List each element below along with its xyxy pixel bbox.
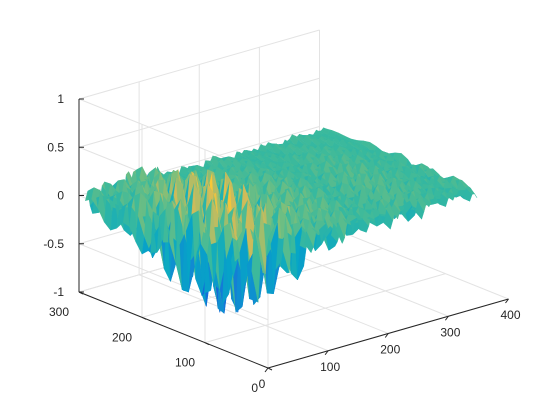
y-axis-line (78, 291, 269, 369)
surface-mesh (85, 127, 478, 314)
z-tick-label: -1 (53, 285, 64, 299)
y-tick-label: 200 (112, 330, 132, 344)
x-tick-mark (264, 367, 269, 373)
y-tick-mark (204, 342, 210, 346)
z-tick-label: 1 (57, 92, 64, 106)
x-tick-mark (505, 298, 509, 304)
x-tick-mark (444, 315, 449, 321)
x-tick-label: 400 (501, 308, 521, 322)
z-tick-label: -0.5 (43, 237, 64, 251)
grid-back-z (78, 77, 320, 148)
x-tick-label: 0 (259, 377, 266, 391)
x-tick-label: 300 (440, 325, 460, 339)
surface-patch (468, 186, 478, 198)
x-tick-mark (324, 350, 329, 356)
y-tick-label: 0 (251, 381, 258, 395)
grid-floor-x (319, 222, 509, 300)
z-tick-label: 0.5 (47, 140, 64, 154)
x-tick-label: 200 (380, 343, 400, 357)
y-tick-label: 300 (49, 305, 69, 319)
tick-labels: 0 100 200 300 400 0 100 200 300 -1 -0.5 0 0.5 1 (43, 92, 521, 395)
y-tick-mark (141, 316, 147, 320)
y-tick-label: 100 (175, 356, 195, 370)
x-tick-label: 100 (320, 360, 340, 374)
grid-floor-x (138, 274, 329, 352)
z-tick-label: 0 (57, 189, 64, 203)
y-tick-mark (267, 367, 273, 371)
x-tick-mark (384, 333, 389, 338)
axes-lines (78, 98, 509, 373)
grid-back-z (78, 29, 320, 100)
grid-floor-y (204, 273, 446, 344)
